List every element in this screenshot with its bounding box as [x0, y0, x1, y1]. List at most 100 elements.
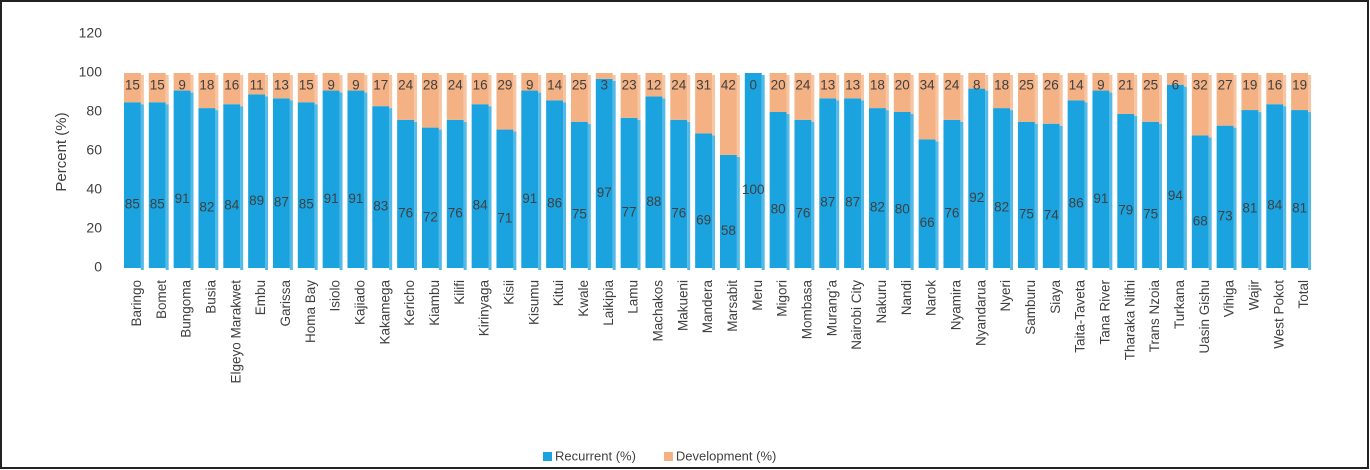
legend-swatch — [663, 452, 673, 461]
x-tick-label: Mombasa — [799, 280, 814, 340]
x-tick-label: Baringo — [129, 280, 144, 327]
bar-side — [587, 75, 591, 124]
bar-side — [1258, 112, 1262, 270]
bar-segment — [794, 73, 812, 120]
bar-side — [240, 106, 244, 270]
bar-side — [563, 102, 567, 270]
x-tick-label: Kericho — [402, 280, 417, 326]
data-label: 91 — [522, 191, 537, 206]
data-label: 27 — [1218, 78, 1233, 93]
x-tick-label: Kajiado — [352, 280, 367, 325]
x-tick-label: Machakos — [650, 280, 665, 342]
bar-side — [463, 121, 467, 270]
bar-segment — [1291, 110, 1309, 268]
data-label: 15 — [150, 78, 165, 93]
bar-side — [1109, 92, 1113, 270]
data-label: 14 — [1069, 78, 1085, 93]
bar-side — [389, 75, 393, 109]
bar-segment — [521, 73, 539, 91]
bar-side — [736, 156, 740, 270]
data-label: 66 — [920, 215, 935, 230]
data-label: 11 — [250, 78, 264, 93]
data-label: 87 — [820, 195, 835, 210]
x-tick-label: Murang’a — [824, 280, 839, 337]
data-label: 21 — [1118, 78, 1133, 93]
bar-segment — [223, 73, 241, 105]
bar-side — [1233, 75, 1237, 128]
bar-side — [1109, 75, 1113, 93]
bar-side — [811, 121, 815, 270]
bar-side — [712, 135, 716, 270]
x-tick-label: Laikipia — [601, 280, 616, 326]
data-label: 24 — [944, 78, 960, 93]
data-label: 85 — [150, 197, 165, 212]
data-label: 81 — [1292, 201, 1307, 216]
bar-side — [364, 92, 368, 270]
bar-segment — [347, 90, 365, 268]
bar-segment — [496, 129, 514, 268]
bar-side — [861, 75, 865, 101]
bar-side — [662, 75, 666, 99]
bar-segment — [372, 73, 390, 107]
bar-segment — [794, 119, 812, 268]
bar-segment — [1117, 113, 1135, 268]
bar-side — [811, 75, 815, 122]
bar-segment — [819, 73, 837, 99]
data-label: 9 — [178, 78, 186, 93]
bar-segment — [123, 102, 141, 268]
bar-segment — [248, 73, 266, 95]
bar-side — [687, 121, 691, 270]
y-axis-label: Percent (%) — [53, 112, 70, 191]
data-label: 76 — [795, 205, 810, 220]
x-tick-label: Busia — [203, 280, 218, 314]
bar-segment — [844, 98, 862, 268]
bar-side — [265, 96, 269, 270]
bar-side — [364, 75, 368, 93]
data-label: 26 — [1044, 78, 1059, 93]
bar-segment — [819, 98, 837, 268]
bar-side — [1283, 75, 1287, 107]
bar-segment — [943, 119, 961, 268]
bar-side — [1233, 127, 1237, 271]
bar-segment — [471, 73, 489, 105]
bar-side — [1159, 75, 1163, 124]
bar-segment — [272, 98, 290, 268]
bar-side — [289, 100, 293, 270]
data-label: 85 — [125, 197, 140, 212]
y-tick-label: 40 — [86, 181, 102, 197]
bar-segment — [322, 73, 340, 91]
bar-segment — [397, 119, 415, 268]
x-tick-label: Kisii — [501, 280, 516, 305]
data-label: 3 — [600, 78, 608, 93]
x-tick-label: Mandera — [700, 280, 715, 334]
bar-side — [885, 110, 889, 270]
bar-segment — [1042, 123, 1060, 268]
data-label: 14 — [547, 78, 563, 93]
data-label: 34 — [920, 78, 936, 93]
x-tick-label: Bungoma — [179, 280, 194, 338]
data-label: 91 — [1093, 191, 1108, 206]
data-label: 82 — [870, 200, 885, 215]
bar-side — [538, 92, 542, 270]
bar-segment — [719, 73, 737, 155]
data-label: 25 — [1019, 78, 1034, 93]
data-label: 80 — [771, 202, 786, 217]
bar-segment — [868, 108, 886, 268]
data-label: 16 — [1267, 78, 1282, 93]
bar-side — [612, 80, 616, 270]
bar-side — [736, 75, 740, 157]
data-label: 13 — [845, 78, 860, 93]
bar-segment — [670, 119, 688, 268]
bar-segment — [893, 73, 911, 112]
data-label: 71 — [497, 210, 512, 225]
bar-side — [761, 75, 765, 270]
bar-segment — [695, 133, 713, 268]
bar-side — [339, 92, 343, 270]
bar-segment — [1241, 73, 1259, 111]
data-label: 16 — [473, 78, 488, 93]
bar-segment — [769, 73, 787, 112]
data-label: 75 — [1019, 206, 1034, 221]
bar-segment — [1266, 73, 1284, 105]
bar-segment — [297, 73, 315, 103]
